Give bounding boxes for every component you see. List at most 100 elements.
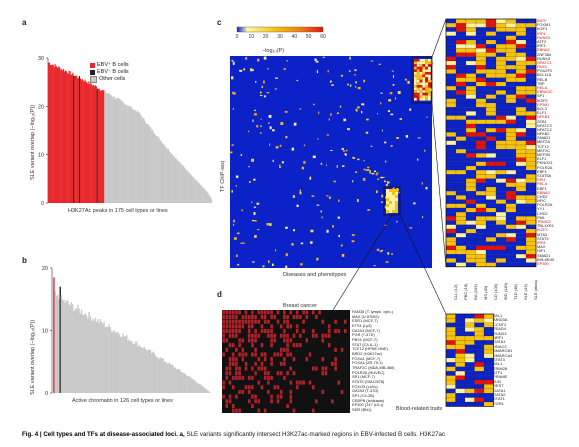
heatmap-block-cell [392, 189, 395, 192]
heatmap-cell [430, 80, 433, 83]
panel-a-bar [175, 158, 177, 203]
heatmap-cell [328, 118, 330, 121]
heatmap-cell [426, 116, 428, 118]
heatmap-block-cell [395, 207, 398, 210]
panel-b-bar [123, 336, 125, 393]
heatmap-cell [405, 135, 409, 138]
heatmap-cell [325, 164, 328, 166]
panel-a-bar [108, 93, 111, 203]
panel-a-bar [85, 81, 87, 203]
panel-b-bar [77, 304, 79, 393]
panel-a-bar [119, 98, 121, 203]
heatmap-cell [303, 160, 306, 164]
panel-d-cell [222, 338, 225, 343]
heatmap-cell [365, 169, 368, 172]
heatmap-cell [271, 263, 274, 266]
panel-d-cell [257, 357, 261, 362]
panel-d-cell [286, 319, 289, 324]
panel-b-bar [152, 351, 154, 393]
panel-a-bar [167, 148, 169, 203]
panel-d-cell [225, 375, 229, 380]
panel-a-bar [95, 86, 97, 203]
panel-b-bar [138, 344, 140, 393]
panel-d-cell [241, 324, 245, 329]
zoom-tf-label: IRF8 [537, 239, 546, 245]
panel-a-bar [111, 96, 113, 203]
panel-d-cell [263, 310, 267, 315]
panel-d-cell [228, 324, 232, 329]
panel-d-cell [305, 338, 309, 343]
panel-a-bar [97, 88, 99, 203]
heatmap-block-cell [392, 210, 395, 213]
panel-d-cell [260, 310, 264, 315]
heatmap-cell [367, 166, 370, 169]
panel-d-cell [238, 324, 241, 329]
heatmap-cell [357, 158, 360, 161]
zoom-tf-label: TBL1XR1 [537, 223, 554, 229]
heatmap-cell [349, 56, 351, 60]
panel-d-cell [228, 361, 232, 366]
panel-d-cell [241, 319, 245, 324]
heatmap-cell [257, 58, 260, 62]
panel-a-bar [141, 118, 143, 203]
heatmap-block-cell [392, 195, 395, 198]
panel-b-bar [157, 357, 159, 393]
panel-a-bar [125, 104, 127, 203]
heatmap-zoom-cell [416, 79, 420, 83]
panel-a-bar [197, 182, 200, 203]
panel-d-cell [267, 319, 270, 324]
heatmap-zoom-cell [428, 74, 431, 78]
panel-a-bar [50, 64, 52, 203]
heatmap-cell [291, 243, 294, 246]
heatmap-zoom-cell [425, 79, 428, 83]
heatmap-cell [355, 86, 357, 88]
panel-a-bar [173, 156, 175, 203]
panel-a-bar [198, 183, 201, 203]
panel-d-title: Breast cancer [283, 303, 317, 309]
panel-d-cell [279, 352, 283, 357]
panel-b-bar [171, 364, 173, 393]
panel-d-cell [231, 385, 235, 390]
panel-d-cell [231, 408, 235, 413]
heatmap-cell [377, 178, 380, 180]
panel-d-row-label: PBX1 (MCF-7) [352, 337, 378, 343]
panel-d-cell [238, 343, 241, 348]
panel-d-cell [231, 324, 235, 329]
heatmap-cell [285, 136, 288, 139]
heatmap-zoom-cell [419, 87, 423, 91]
panel-b-bar [206, 389, 208, 393]
panel-d-cell [225, 329, 229, 334]
heatmap-zoom-cell [414, 69, 417, 72]
panel-d-cell [257, 333, 261, 338]
panel-b-bar [75, 308, 78, 393]
panel-d-cell [334, 366, 337, 371]
panel-d-cell [263, 371, 267, 376]
panel-b-bar [201, 385, 203, 393]
panel-d-cell [244, 310, 248, 315]
panel-a-bar [126, 105, 128, 203]
heatmap-zoom-cell [416, 90, 420, 93]
heatmap-cell [386, 182, 389, 184]
zoom-bottom-cell-frame [445, 313, 494, 407]
panel-d-cell [327, 343, 331, 348]
heatmap-zoom-cell [425, 59, 428, 62]
panel-d-cell [270, 310, 273, 315]
zoom-tf-label: EBF1 [537, 168, 547, 174]
panel-d-cell [251, 338, 254, 343]
panel-b-bar [105, 326, 108, 393]
heatmap-cell [370, 60, 374, 62]
heatmap-cell [413, 202, 416, 205]
panel-d-cell [231, 343, 235, 348]
heatmap-zoom-cell [428, 59, 431, 62]
panel-d-cell [286, 371, 289, 376]
panel-b-bar [144, 348, 147, 393]
panel-b-bar [108, 324, 110, 393]
heatmap-cell [240, 242, 242, 244]
panel-a-bar [98, 88, 100, 203]
panel-d-cell [267, 371, 270, 376]
heatmap-cell [340, 244, 343, 247]
panel-d-cell [222, 394, 225, 399]
panel-d-row-label: ESR1 (MCF-7) [352, 318, 378, 324]
panel-a-bar [80, 79, 82, 203]
heatmap-cell [253, 178, 256, 181]
